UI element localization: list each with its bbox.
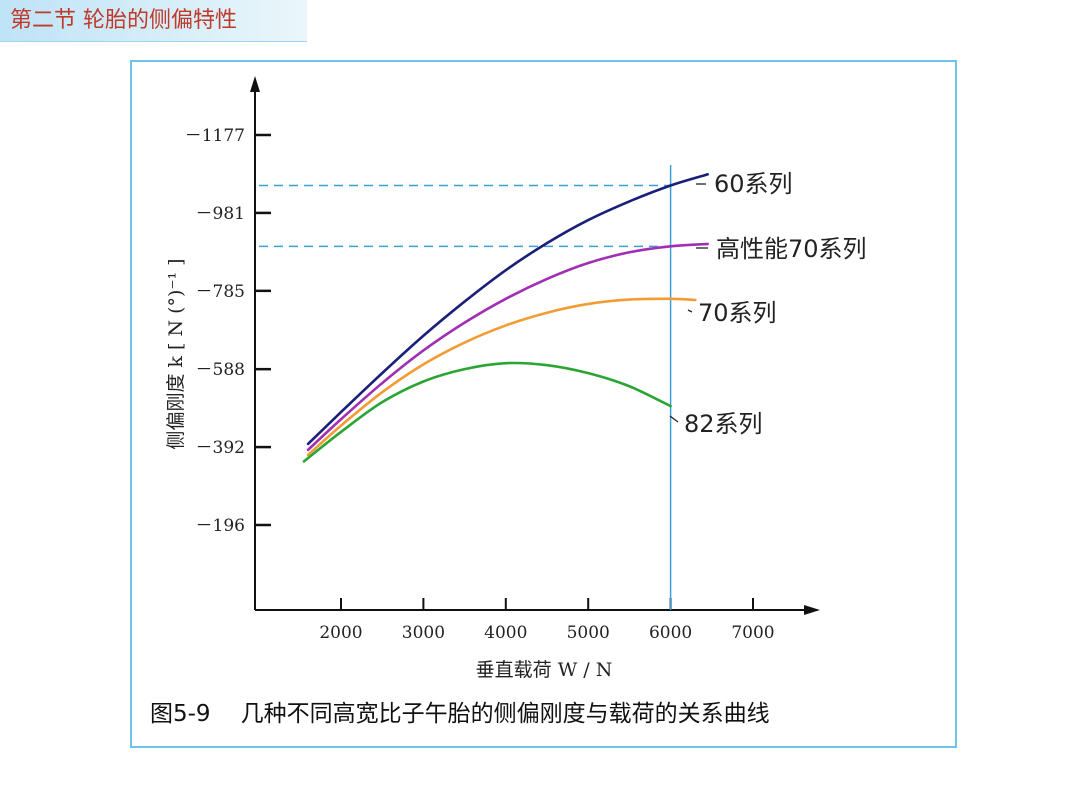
section-title: 第二节 轮胎的侧偏特性 xyxy=(0,0,307,42)
x-tick-label: 4000 xyxy=(484,623,527,643)
series-line xyxy=(302,361,672,463)
figure-caption-text: 几种不同高宽比子午胎的侧偏刚度与载荷的关系曲线 xyxy=(240,701,770,727)
y-tick-label: －196 xyxy=(196,516,245,536)
x-axis-arrow xyxy=(804,605,820,615)
series-label-leader xyxy=(669,415,679,423)
series-label-leader xyxy=(687,309,693,313)
series-line xyxy=(306,173,709,446)
series-line xyxy=(306,242,709,452)
y-axis-title: 侧偏刚度 k [ N (°)⁻¹ ] xyxy=(165,258,187,449)
figure-caption: 图5-9 几种不同高宽比子午胎的侧偏刚度与载荷的关系曲线 xyxy=(150,694,950,728)
y-tick-label: －588 xyxy=(196,360,245,380)
x-tick-label: 3000 xyxy=(402,623,445,643)
y-tick-label: －392 xyxy=(196,438,245,458)
series-label: 高性能70系列 xyxy=(716,235,867,263)
chart-svg: 2000 3000 4000 5000 6000 7000 －196 －392 －588 －785… xyxy=(165,76,867,681)
series-label: 70系列 xyxy=(698,299,777,327)
series-label: 82系列 xyxy=(684,410,763,438)
x-tick-label: 2000 xyxy=(319,623,362,643)
figure-frame: 2000 3000 4000 5000 6000 7000 －196 －392 －588 －785… xyxy=(130,60,957,748)
figure-number: 图5-9 xyxy=(150,701,211,727)
series-label: 60系列 xyxy=(714,170,793,198)
x-tick-label: 6000 xyxy=(649,623,692,643)
x-tick-label: 5000 xyxy=(567,623,610,643)
y-tick-label: －1177 xyxy=(185,126,245,146)
series-line xyxy=(306,297,697,457)
y-tick-label: －785 xyxy=(196,282,245,302)
x-tick-label: 7000 xyxy=(731,623,774,643)
y-tick-label: －981 xyxy=(196,204,245,224)
x-axis-title: 垂直载荷 W / N xyxy=(476,659,613,681)
y-axis-arrow xyxy=(250,76,260,92)
